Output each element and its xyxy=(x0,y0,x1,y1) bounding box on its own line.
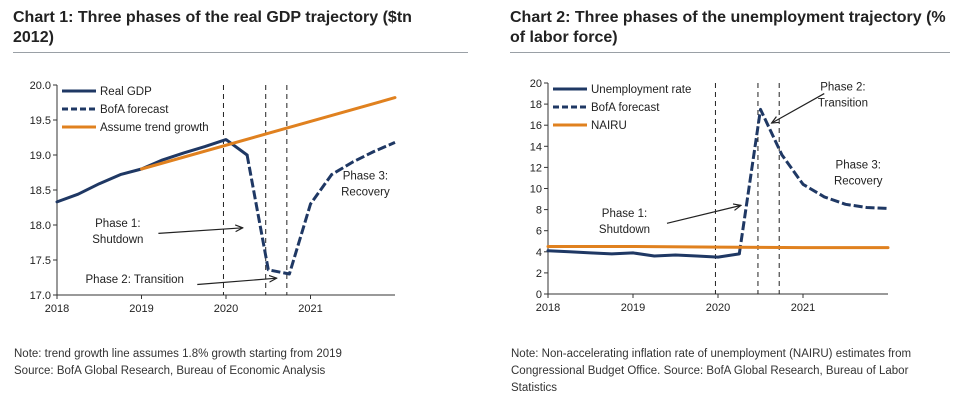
y-tick-label: 17.5 xyxy=(30,255,51,267)
y-tick-label: 12 xyxy=(530,162,542,174)
x-tick-label: 2020 xyxy=(706,302,730,314)
series-line-nairu xyxy=(546,245,890,250)
x-tick-label: 2019 xyxy=(129,303,153,315)
legend-label: NAIRU xyxy=(591,120,627,132)
annotation-arrow xyxy=(197,278,276,286)
series-line-real-gdp xyxy=(55,138,249,204)
x-tick-label: 2018 xyxy=(45,303,69,315)
note-line: Congressional Budget Office. Source: Bof… xyxy=(511,365,909,377)
note-line: Statistics xyxy=(511,382,558,394)
chart-title: Chart 2: Three phases of the unemploymen… xyxy=(510,9,946,46)
phase-annotation: Transition xyxy=(818,97,868,109)
phase-annotation: Phase 1: xyxy=(602,208,647,220)
annotation-arrow xyxy=(772,93,825,124)
x-tick-label: 2021 xyxy=(791,302,815,314)
y-tick-label: 0 xyxy=(536,289,542,301)
annotation-arrow xyxy=(666,205,741,224)
y-tick-label: 18.5 xyxy=(30,185,51,197)
phase-annotation: Recovery xyxy=(341,187,390,199)
note-line: Note: trend growth line assumes 1.8% gro… xyxy=(14,348,342,360)
series-line-assume-trend-growth xyxy=(140,96,397,171)
phase-annotation: Phase 2: xyxy=(820,81,865,93)
series-line-bofa-forecast xyxy=(737,107,889,255)
legend-label: Real GDP xyxy=(100,86,152,98)
y-tick-label: 16 xyxy=(530,120,542,132)
x-tick-label: 2018 xyxy=(536,302,560,314)
y-tick-label: 14 xyxy=(530,141,542,153)
y-tick-label: 20.0 xyxy=(30,80,51,92)
y-tick-label: 17.0 xyxy=(30,290,51,302)
y-tick-label: 2 xyxy=(536,268,542,280)
y-tick-label: 19.5 xyxy=(30,115,51,127)
phase-annotation: Recovery xyxy=(834,175,883,187)
legend-label: Assume trend growth xyxy=(100,122,209,134)
phase-annotation: Shutdown xyxy=(599,224,650,236)
phase-annotation: Phase 3: xyxy=(836,159,881,171)
series-line-bofa-forecast xyxy=(245,141,396,276)
phase-annotation: Phase 2: Transition xyxy=(86,274,184,286)
chart-title: Chart 1: Three phases of the real GDP tr… xyxy=(13,9,412,46)
phase-annotation: Phase 1: xyxy=(95,218,140,230)
y-tick-label: 19.0 xyxy=(30,150,51,162)
chart-note: Note: Non-accelerating inflation rate of… xyxy=(511,346,951,397)
chart-note: Note: trend growth line assumes 1.8% gro… xyxy=(14,346,464,380)
note-line: Source: BofA Global Research, Bureau of … xyxy=(14,365,326,377)
annotation-arrow xyxy=(158,228,243,234)
note-line: Note: Non-accelerating inflation rate of… xyxy=(511,348,912,360)
x-tick-label: 2019 xyxy=(621,302,645,314)
phase-annotation: Phase 3: xyxy=(343,171,388,183)
legend-label: Unemployment rate xyxy=(591,84,691,96)
y-tick-label: 8 xyxy=(536,205,542,217)
title-divider xyxy=(510,52,950,53)
legend-label: BofA forecast xyxy=(100,104,169,116)
legend-label: BofA forecast xyxy=(591,102,660,114)
phase-annotation: Shutdown xyxy=(92,234,143,246)
gdp-chart: 17.0 17.5 18.0 18.5 19.0 19.5 20.0 2018 2019 2020… xyxy=(30,80,397,315)
y-tick-label: 18.0 xyxy=(30,220,51,232)
x-tick-label: 2021 xyxy=(298,303,322,315)
y-tick-label: 10 xyxy=(530,184,542,196)
y-tick-label: 4 xyxy=(536,247,542,259)
y-tick-label: 6 xyxy=(536,226,542,238)
x-tick-label: 2020 xyxy=(214,303,238,315)
title-divider xyxy=(13,52,468,53)
y-tick-label: 20 xyxy=(530,78,542,90)
series-line-unemployment-rate xyxy=(546,249,741,259)
unemployment-chart: 0 2 4 6 8 10 12 14 16 18 20 2018 2019 2020 2021 Unemplo… xyxy=(530,78,890,314)
y-tick-label: 18 xyxy=(530,99,542,111)
